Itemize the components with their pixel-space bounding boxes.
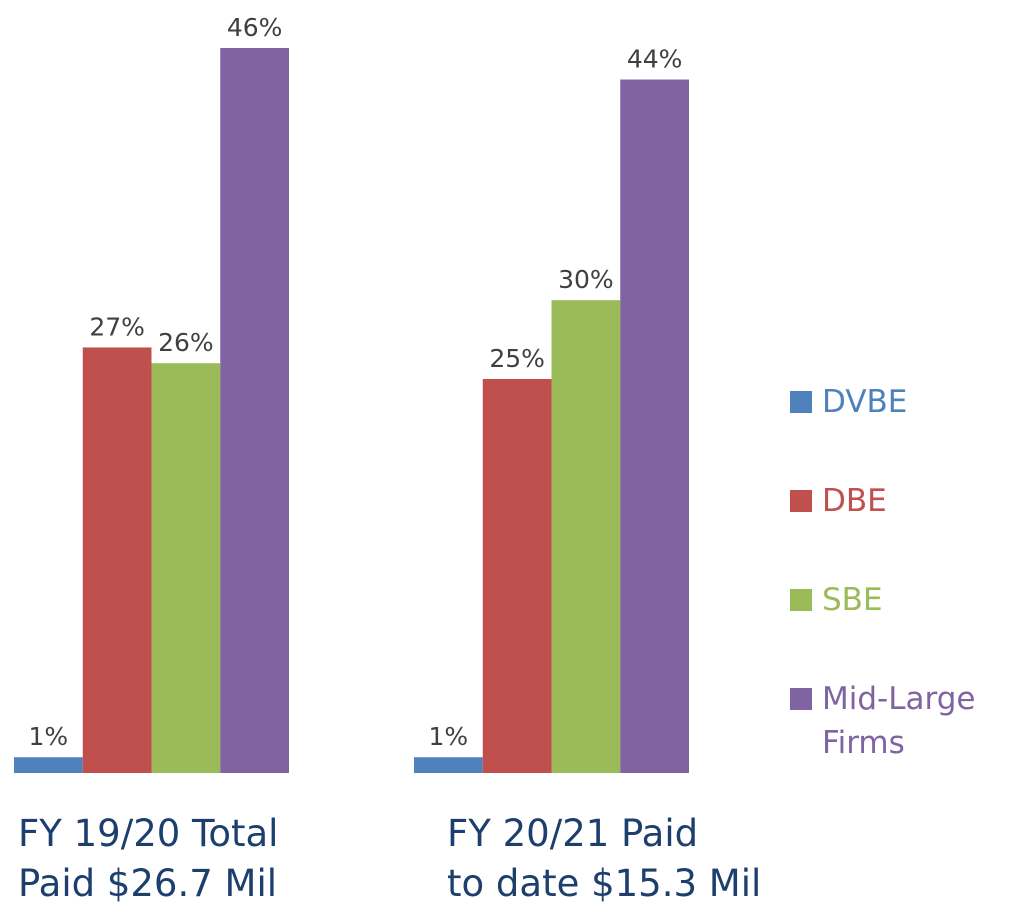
bar: [551, 300, 621, 773]
category-label: FY 20/21 Paid: [447, 812, 698, 855]
legend-item: SBE: [790, 578, 990, 677]
legend-swatch: [790, 490, 812, 512]
legend-item: Mid-Large Firms: [790, 677, 990, 776]
legend-swatch: [790, 688, 812, 710]
bar: [220, 48, 289, 773]
legend-swatch: [790, 589, 812, 611]
category-label: to date $15.3 Mil: [447, 862, 761, 905]
category-label: FY 19/20 Total: [18, 812, 278, 855]
value-label: 25%: [489, 344, 545, 373]
bar: [620, 79, 689, 774]
legend-label: Mid-Large Firms: [822, 681, 976, 761]
bar: [151, 363, 221, 773]
legend-item: DBE: [790, 479, 990, 578]
bar: [14, 757, 83, 773]
value-label: 26%: [158, 328, 214, 357]
value-label: 30%: [558, 265, 614, 294]
category-label: Paid $26.7 Mil: [18, 862, 277, 905]
bar: [82, 347, 152, 773]
value-label: 27%: [89, 312, 145, 341]
value-label: 1%: [29, 722, 69, 751]
value-label: 1%: [429, 722, 469, 751]
legend-swatch: [790, 391, 812, 413]
value-label: 46%: [227, 13, 283, 42]
bar: [482, 378, 552, 773]
bar: [414, 757, 483, 773]
legend-item: DVBE: [790, 380, 990, 479]
legend-label: SBE: [822, 582, 883, 618]
legend-label: DBE: [822, 483, 887, 519]
legend-label: DVBE: [822, 384, 908, 420]
value-label: 44%: [627, 45, 683, 74]
legend: DVBE DBE SBE Mid-Large Firms: [790, 380, 990, 776]
